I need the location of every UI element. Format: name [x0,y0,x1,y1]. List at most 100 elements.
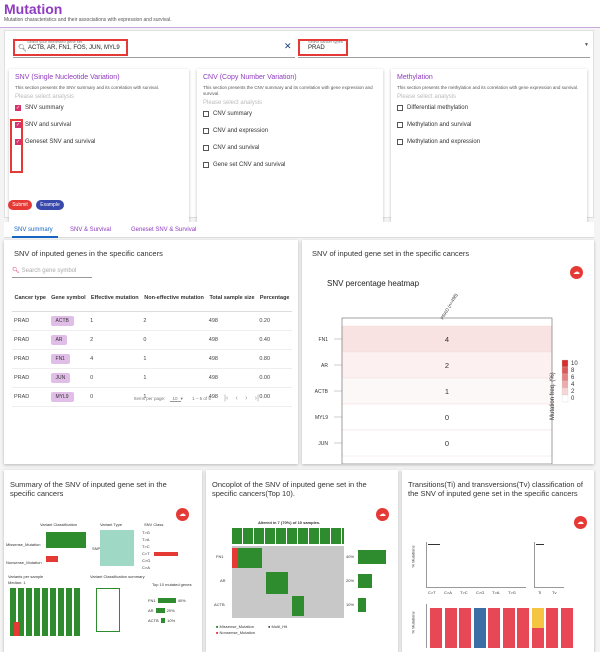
legend-nonsense-label: Nonsense_Mutation [219,630,256,635]
titv-card: Transitions(Ti) and transversions(Tv) cl… [402,470,594,652]
option-methylation-expression[interactable]: Methylation and expression [397,138,581,155]
titv-sample-bar [459,608,471,648]
cell: 498 [206,311,258,331]
last-page-icon[interactable]: ›| [254,395,259,402]
col-cancer-type[interactable]: Cancer type [12,286,49,312]
option-geneset-snv-survival[interactable]: Geneset SNV and survival [15,138,183,155]
gene-chip[interactable]: ACTB [50,315,74,326]
titv-x-label: C>G [476,590,485,595]
chevron-down-icon[interactable]: ▼ [584,42,589,48]
checkbox-cnv-summary[interactable] [203,111,209,117]
legend-multihit-label: Multi_Hit [271,624,288,629]
checkbox-methylation-survival[interactable] [397,122,403,128]
download-icon[interactable]: ☁ [176,508,189,521]
option-snv-summary[interactable]: SNV summary [15,104,183,121]
table-row: PRAD JUN 0 1 498 0.00 [12,368,292,388]
legend-swatch [561,373,569,382]
option-cnv-survival[interactable]: CNV and survival [203,144,377,161]
next-page-icon[interactable]: › [245,395,248,402]
legend-tick-label: 4 [571,382,575,388]
col-percentage[interactable]: Percentage [257,286,292,312]
titv-sample-bar [560,608,573,648]
side-bar-fn1 [358,550,386,564]
option-methylation-survival[interactable]: Methylation and survival [397,121,581,138]
download-icon[interactable]: ☁ [574,516,587,529]
chevron-down-icon[interactable]: ▾ [180,396,183,401]
col-effective[interactable]: Effective mutation [88,286,142,312]
checkbox-snv-summary[interactable] [15,104,21,113]
pct-ar: 20% [346,578,355,583]
items-per-page-select[interactable]: 10 [169,396,181,402]
col-noneffective[interactable]: Non-effective mutation [141,286,207,312]
checkbox-cnv-survival[interactable] [203,145,209,151]
download-icon[interactable]: ☁ [570,266,583,279]
gene-chip[interactable]: JUN [50,372,71,383]
legend-swatch [561,366,569,375]
checkbox-snv-survival[interactable] [15,121,21,130]
paginator: Items per page: 10 ▾ 1 – 5 of 5 |‹ ‹ › ›| [134,395,259,402]
cell: PRAD [12,387,49,407]
snp-bar [100,530,134,566]
titv-top-plot [426,542,526,588]
fn1-mut-block [232,548,262,568]
heatmap-value-label: 4 [445,335,449,344]
cell: 2 [88,330,142,350]
gene-chip[interactable]: AR [50,334,68,345]
cell: 0 [88,368,142,388]
clear-icon[interactable]: ✕ [284,41,292,51]
example-button[interactable]: Example [36,200,64,210]
vcs-box [96,588,120,632]
titv-sample-bar [488,608,500,648]
download-icon[interactable]: ☁ [376,508,389,521]
titv-x-label: T>A [492,590,500,595]
tab-snv-summary[interactable]: SNV summary [14,227,53,233]
side-bar-actb [358,598,366,612]
prev-page-icon[interactable]: ‹ [235,395,238,402]
cancer-type-select[interactable]: Select cancer types PRAD [298,39,348,56]
top-gene-bar [157,598,176,604]
cell: 0.80 [257,349,292,369]
checkbox-methylation-expression[interactable] [397,139,403,145]
summary-card-title: Summary of the SNV of inputed gene set i… [10,480,167,498]
gene-chip[interactable]: FN1 [50,353,70,364]
col-gene-symbol[interactable]: Gene symbol [48,286,89,312]
gene-label-actb: ACTB [214,602,225,607]
checkbox-geneset-snv-survival[interactable] [15,138,21,147]
option-cnv-expression[interactable]: CNV and expression [203,127,377,144]
first-page-icon[interactable]: |‹ [224,395,229,402]
option-label: SNV and survival [25,122,72,128]
summary-card: Summary of the SNV of inputed gene set i… [4,470,202,652]
tab-geneset-snv-survival[interactable]: Geneset SNV & Survival [131,227,197,233]
legend-tick-label: 10 [571,361,578,367]
option-snv-survival[interactable]: SNV and survival [15,121,183,138]
option-geneset-cnv-survival[interactable]: Gene set CNV and survival [203,161,377,178]
ti-label: Ti [538,590,542,595]
cell: 498 [206,330,258,350]
option-label: Gene set CNV and survival [213,162,286,168]
top-gene-row: FN1 40% [148,598,186,604]
top-gene-name: AR [148,608,154,613]
ti-median-line [536,544,544,545]
submit-button[interactable]: Submit [8,200,32,210]
table-row: PRAD MYL9 0 1 498 0.00 [12,387,292,407]
gene-chip[interactable]: MYL9 [50,391,74,402]
cancer-type-value: PRAD [308,45,325,51]
checkbox-geneset-cnv-survival[interactable] [203,162,209,168]
tab-snv-survival[interactable]: SNV & Survival [70,227,112,233]
cell: 1 [88,311,142,331]
snv-panel-prompt: Please select analysis [15,94,75,100]
gene-search-input[interactable]: 🔍︎ Search gene symbol [12,267,92,278]
gene-set-input[interactable]: Select your interested gene set 🔍︎ ACTB,… [13,39,128,56]
heatmap-value-label: 2 [445,361,449,370]
checkbox-diff-methylation[interactable] [397,105,403,111]
snv-panel-desc: This section presents the SNV summary an… [15,85,160,90]
titv-sample-bar [473,608,486,648]
heatmap-card-title: SNV of inputed gene set in the specific … [312,249,470,258]
option-diff-methylation[interactable]: Differential methylation [397,104,581,121]
col-total[interactable]: Total sample size [206,286,258,312]
checkbox-cnv-expression[interactable] [203,128,209,134]
option-cnv-summary[interactable]: CNV summary [203,110,377,127]
top-gene-row: ACTB 10% [148,618,175,624]
variants-per-sample-bars [10,588,80,636]
cell: 498 [206,387,258,407]
